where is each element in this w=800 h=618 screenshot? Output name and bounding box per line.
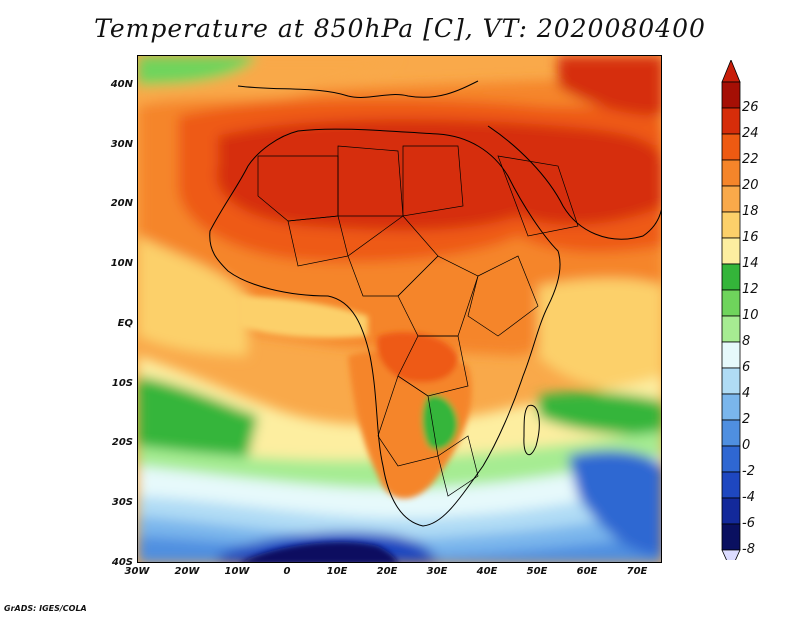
field-ocean-deep [241,542,398,562]
colorbar-swatch [721,289,741,317]
lon-tick-label: 20E [376,566,398,577]
field-zone-12e [538,391,661,436]
lat-tick-label: EQ [117,317,133,329]
coastline-madagascar [523,404,540,456]
colorbar-tick-label: 26 [742,100,759,115]
map-title: Temperature at 850hPa [C], VT: 202008040… [94,14,706,43]
lat-tick-label: 10N [110,258,133,270]
field-zone-14 [138,356,661,476]
colorbar-tick-label: 16 [742,230,759,245]
field-zone-se-cold [568,450,661,556]
field-land-south [348,349,472,499]
lat-tick-label: 40N [110,78,133,90]
coastline-europe [237,80,479,98]
field-ocean-guinea [238,296,368,338]
colorbar-tick-label: 22 [742,152,759,167]
colorbar-tick-label: 2 [742,412,751,427]
lat-tick-label: 40S [111,557,133,568]
field-zone-iberia [138,56,258,86]
colorbar-swatch [721,263,741,291]
field-zone-indian [538,278,661,396]
lon-tick-label: 10W [224,566,250,577]
colorbar-top-arrow [721,60,741,83]
colorbar-tick-label: 6 [742,360,751,375]
colorbar [721,60,741,560]
colorbar-tick-label: -6 [742,516,755,531]
colorbar-tick-label: 10 [742,308,759,323]
colorbar-tick-label: -4 [742,490,755,505]
lat-tick-label: 20S [111,437,133,449]
colorbar-swatch [721,523,741,551]
colorbar-swatch [721,81,741,109]
lon-tick-label: 60E [576,566,598,577]
colorbar-swatch [721,185,741,213]
temperature-map [137,55,662,563]
colorbar-swatch [721,133,741,161]
colorbar-tick-label: 14 [742,256,759,271]
lon-tick-label: 20W [174,566,200,577]
field-zone-atlantic [138,236,248,356]
colorbar-swatch [721,419,741,447]
country-borders [257,145,579,497]
colorbar-swatch [721,393,741,421]
lat-tick-label: 30S [111,497,133,509]
colorbar-swatch [721,159,741,187]
temperature-field-detail [238,296,472,562]
map-canvas [138,56,661,562]
colorbar-swatch [721,341,741,369]
lon-tick-label: 30E [426,566,448,577]
field-zone-iran [558,56,661,116]
coastlines [209,80,661,527]
colorbar-swatch [721,497,741,525]
lat-tick-label: 10S [111,377,133,389]
colorbar-tick-label: 24 [742,126,759,141]
lat-tick-label: 20N [110,198,133,210]
field-land-congo [377,332,458,383]
colorbar-tick-label: 4 [742,386,751,401]
lon-tick-label: 0 [283,566,291,577]
colorbar-tick-label: 8 [742,334,751,349]
lon-tick-label: 30W [124,566,150,577]
lon-tick-label: 50E [526,566,548,577]
lon-tick-label: 10E [326,566,348,577]
lon-tick-label: 40E [476,566,498,577]
lat-tick-label: 30N [110,138,133,150]
field-land-east-green [422,395,458,450]
colorbar-tick-label: 0 [742,438,751,453]
colorbar-swatch [721,471,741,499]
field-zone-24 [216,119,661,231]
coastline-arabia [487,125,661,240]
colorbar-tick-label: 12 [742,282,759,297]
colorbar-tick-label: 18 [742,204,759,219]
colorbar-swatch [721,445,741,473]
colorbar-swatch [721,367,741,395]
colorbar-swatch [721,237,741,265]
credit-text: GrADS: IGES/COLA [4,604,87,613]
colorbar-swatch [721,107,741,135]
coastline-africa [209,128,561,527]
colorbar-tick-label: -8 [742,542,755,557]
colorbar-swatch [721,211,741,239]
lon-tick-label: 70E [626,566,648,577]
colorbar-tick-label: 20 [742,178,759,193]
colorbar-tick-label: -2 [742,464,755,479]
field-zone-12 [138,376,258,466]
colorbar-swatch [721,315,741,343]
colorbar-bottom-arrow [721,549,741,560]
